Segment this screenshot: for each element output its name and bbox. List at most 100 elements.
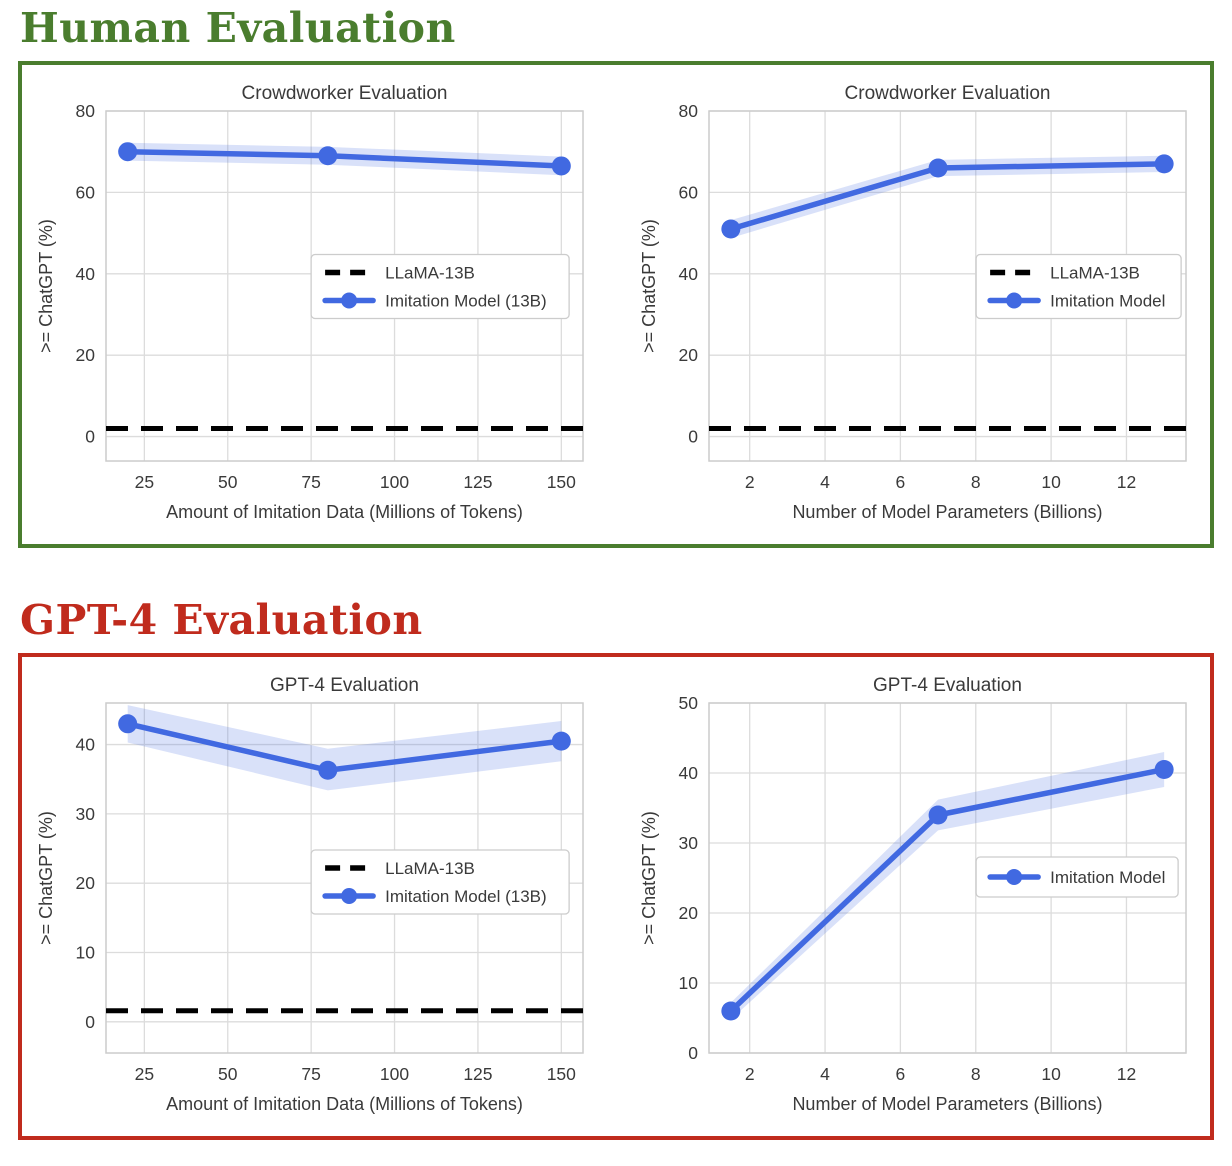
x-tick-label: 10 [1041, 1064, 1061, 1084]
crowdworker-vs-data-plot: 25 50 75 100 125 150 0 20 40 60 80 Crowdworker Eval… [36, 83, 584, 522]
section-title-gpt4-evaluation: GPT-4 Evaluation [20, 596, 423, 645]
y-tick-label: 0 [85, 1012, 95, 1032]
data-point-marker [928, 158, 948, 178]
data-point-marker [1154, 154, 1174, 174]
data-point-marker [928, 805, 948, 825]
legend-label: Imitation Model [1050, 868, 1165, 887]
legend-label: LLaMA-13B [385, 859, 475, 878]
x-tick-label: 2 [745, 1064, 755, 1084]
y-tick-label: 40 [679, 264, 699, 284]
x-tick-label: 12 [1117, 472, 1136, 492]
x-axis-label: Number of Model Parameters (Billions) [792, 1094, 1102, 1114]
x-tick-label: 125 [463, 1064, 492, 1084]
x-tick-label: 100 [380, 1064, 409, 1084]
x-axis-label: Number of Model Parameters (Billions) [792, 502, 1102, 522]
legend-label: Imitation Model [1050, 292, 1165, 311]
data-point-marker [318, 760, 338, 780]
x-axis-label: Amount of Imitation Data (Millions of To… [166, 1094, 523, 1114]
chart-crowdworker-vs-params: 2 4 6 8 10 12 0 20 40 60 80 Crowdworker Evaluation N… [635, 77, 1200, 532]
x-tick-label: 50 [218, 472, 238, 492]
y-axis-label: >= ChatGPT (%) [36, 811, 56, 945]
data-point-marker [118, 142, 138, 162]
data-point-marker [721, 219, 741, 239]
y-tick-label: 20 [76, 345, 96, 365]
legend [310, 849, 570, 915]
x-tick-label: 8 [971, 472, 981, 492]
y-tick-label: 50 [679, 693, 699, 713]
data-point-marker [551, 731, 571, 751]
y-tick-label: 20 [679, 345, 699, 365]
x-tick-label: 6 [896, 1064, 906, 1084]
plot-border [708, 110, 1187, 462]
x-tick-label: 10 [1041, 472, 1061, 492]
x-tick-label: 6 [896, 472, 906, 492]
data-point-marker [1154, 760, 1174, 780]
legend [975, 856, 1179, 898]
x-tick-label: 8 [971, 1064, 981, 1084]
x-tick-label: 100 [380, 472, 409, 492]
section-human-evaluation: Human Evaluation 25 50 75 100 125 150 0 20 40 60 8… [0, 4, 1232, 549]
gpt4-evaluation-panel: 25 50 75 100 125 150 0 10 20 30 40 GPT-4 Evaluation… [18, 653, 1214, 1141]
human-evaluation-panel: 25 50 75 100 125 150 0 20 40 60 80 Crowdworker Eval… [18, 61, 1214, 549]
legend-label: Imitation Model (13B) [385, 292, 547, 311]
y-tick-label: 20 [679, 903, 699, 923]
plot-border [708, 702, 1187, 1054]
gpt4-vs-data-plot: 25 50 75 100 125 150 0 10 20 30 40 GPT-4 Evaluation… [36, 675, 584, 1114]
legend-label: LLaMA-13B [1050, 264, 1140, 283]
x-tick-label: 4 [820, 1064, 830, 1084]
y-tick-label: 20 [76, 873, 96, 893]
chart-crowdworker-vs-data: 25 50 75 100 125 150 0 20 40 60 80 Crowdworker Eval… [32, 77, 597, 532]
x-tick-label: 125 [463, 472, 492, 492]
legend-sample-marker [1006, 292, 1023, 309]
data-point-marker [721, 1001, 741, 1021]
y-axis-label: >= ChatGPT (%) [639, 811, 659, 945]
chart-gpt4-vs-params: 2 4 6 8 10 12 0 10 20 30 40 50 GPT-4 Evaluation Numbe… [635, 669, 1200, 1124]
x-tick-label: 25 [135, 1064, 154, 1084]
gpt4-vs-params-plot: 2 4 6 8 10 12 0 10 20 30 40 50 GPT-4 Evaluation Numbe… [639, 675, 1187, 1114]
y-tick-label: 10 [679, 973, 699, 993]
y-tick-label: 0 [85, 427, 95, 447]
y-tick-label: 40 [76, 735, 96, 755]
data-point-marker [551, 156, 571, 176]
x-tick-label: 2 [745, 472, 755, 492]
x-tick-label: 25 [135, 472, 154, 492]
x-tick-label: 4 [820, 472, 830, 492]
x-tick-label: 75 [301, 1064, 320, 1084]
x-tick-label: 75 [301, 472, 320, 492]
legend [310, 253, 570, 320]
crowdworker-vs-params-plot: 2 4 6 8 10 12 0 20 40 60 80 Crowdworker Evaluation N… [639, 83, 1187, 522]
x-tick-label: 12 [1117, 1064, 1136, 1084]
x-tick-label: 50 [218, 1064, 238, 1084]
plot-border [105, 702, 584, 1054]
confidence-band [127, 705, 562, 791]
chart-title: Crowdworker Evaluation [242, 83, 448, 104]
y-axis-label: >= ChatGPT (%) [639, 219, 659, 353]
section-title-human-evaluation: Human Evaluation [20, 4, 456, 52]
y-tick-label: 80 [679, 101, 699, 121]
y-tick-label: 0 [688, 427, 698, 447]
data-point-marker [118, 714, 138, 734]
y-tick-label: 0 [688, 1043, 698, 1063]
y-axis-label: >= ChatGPT (%) [36, 219, 56, 353]
section-gpt4-evaluation: GPT-4 Evaluation 25 50 75 100 125 150 0 10 20 30 4… [0, 596, 1232, 1141]
data-point-marker [318, 146, 338, 166]
legend-label: Imitation Model (13B) [385, 887, 547, 906]
chart-gpt4-vs-data: 25 50 75 100 125 150 0 10 20 30 40 GPT-4 Evaluation… [32, 669, 597, 1124]
y-tick-label: 30 [76, 804, 96, 824]
legend-sample-marker [1006, 869, 1023, 886]
y-tick-label: 80 [76, 101, 96, 121]
plot-border [105, 110, 584, 462]
chart-title: GPT-4 Evaluation [873, 675, 1022, 696]
y-tick-label: 60 [76, 182, 96, 202]
chart-title: Crowdworker Evaluation [845, 83, 1051, 104]
y-tick-label: 30 [679, 833, 699, 853]
x-axis-label: Amount of Imitation Data (Millions of To… [166, 502, 523, 522]
legend-sample-marker [341, 888, 358, 905]
y-tick-label: 60 [679, 182, 699, 202]
legend-label: LLaMA-13B [385, 264, 475, 283]
y-tick-label: 40 [679, 763, 699, 783]
y-tick-label: 10 [76, 943, 96, 963]
y-tick-label: 40 [76, 264, 96, 284]
chart-title: GPT-4 Evaluation [270, 675, 419, 696]
x-tick-label: 150 [547, 472, 576, 492]
